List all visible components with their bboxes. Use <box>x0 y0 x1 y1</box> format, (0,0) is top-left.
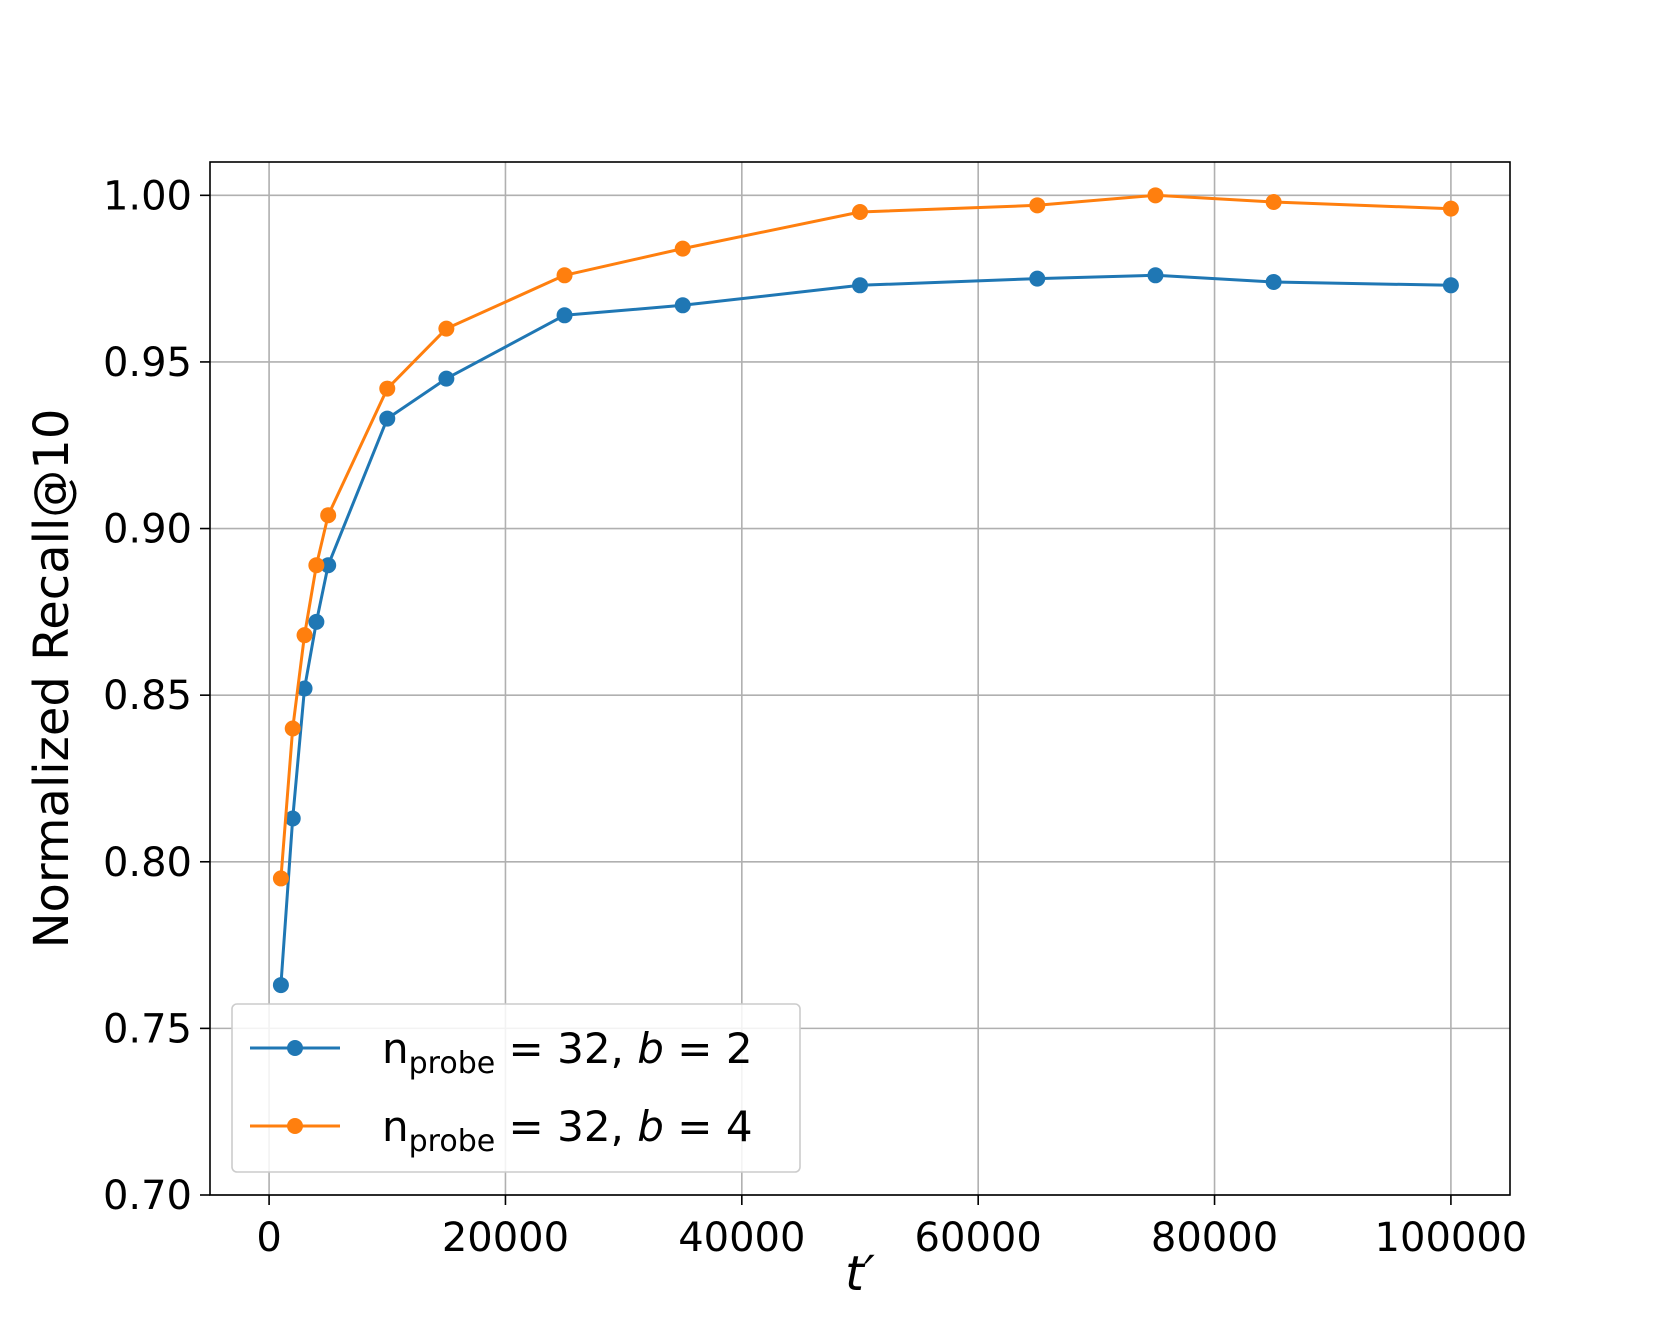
ticks: 0 20000 40000 60000 80000 100000 0.70 0.75 0.80 0… <box>103 173 1527 1261</box>
legend-label-part: = 2 <box>664 1024 753 1073</box>
data-point <box>556 307 573 324</box>
series-line <box>279 273 1451 986</box>
legend-marker <box>287 1040 303 1056</box>
legend-label-part: b <box>637 1024 664 1073</box>
legend-marker <box>287 1118 303 1134</box>
x-tick-label: 40000 <box>678 1215 805 1261</box>
data-point <box>1442 277 1459 294</box>
data-point <box>308 613 325 630</box>
data-point <box>296 680 313 697</box>
legend-label: nprobe = 32, b = 2 <box>382 1024 753 1081</box>
data-point <box>308 557 325 574</box>
x-tick-label: 0 <box>256 1215 281 1261</box>
series-layer <box>272 187 1459 994</box>
data-point <box>556 267 573 284</box>
legend-label-part: probe <box>409 1124 496 1159</box>
legend-label-part: n <box>382 1024 409 1073</box>
legend-label-part: = 4 <box>664 1102 753 1151</box>
legend-label-part: b <box>637 1102 664 1151</box>
legend-label: nprobe = 32, b = 4 <box>382 1102 753 1159</box>
data-point <box>852 203 868 220</box>
data-point <box>379 380 396 397</box>
legend-label-part: probe <box>409 1046 496 1081</box>
data-point <box>272 870 289 887</box>
data-point <box>1265 273 1282 290</box>
y-tick-label: 0.70 <box>103 1173 192 1219</box>
data-point <box>1029 197 1046 214</box>
legend-label-part: = 32, <box>495 1024 637 1073</box>
data-point <box>1147 187 1164 204</box>
legend-label-part: n <box>382 1102 409 1151</box>
plot-frame <box>209 161 1511 1196</box>
x-tick-label: 100000 <box>1375 1215 1528 1261</box>
y-tick-label: 0.75 <box>103 1006 192 1052</box>
data-point <box>1442 200 1459 217</box>
series-1 <box>272 267 1459 994</box>
data-point <box>320 507 337 524</box>
y-tick-label: 0.85 <box>103 673 192 719</box>
data-point <box>674 240 691 257</box>
x-tick-label: 20000 <box>442 1215 569 1261</box>
y-tick-label: 1.00 <box>103 173 192 219</box>
legend-label-part: = 32, <box>495 1102 637 1151</box>
y-tick-label: 0.90 <box>103 507 192 553</box>
legend-box <box>231 1003 801 1173</box>
data-point <box>379 410 396 427</box>
data-point <box>438 370 455 387</box>
series-line <box>279 193 1451 879</box>
data-point <box>1265 193 1282 210</box>
legend-item: nprobe = 32, b = 4 <box>250 1102 753 1159</box>
data-point <box>1029 270 1046 287</box>
x-tick-label: 60000 <box>915 1215 1042 1261</box>
y-axis-label: Normalized Recall@10 <box>24 409 80 949</box>
y-tick-label: 0.80 <box>103 840 192 886</box>
data-point <box>852 277 868 294</box>
x-tick-label: 80000 <box>1151 1215 1278 1261</box>
data-point <box>284 720 301 737</box>
legend-item: nprobe = 32, b = 2 <box>250 1024 753 1081</box>
data-point <box>320 557 337 574</box>
data-point <box>1147 267 1164 284</box>
y-tick-label: 0.95 <box>103 340 192 386</box>
data-point <box>674 297 691 314</box>
x-axis-label: t′ <box>845 1246 875 1302</box>
data-point <box>272 977 289 994</box>
data-point <box>296 627 313 644</box>
data-point <box>284 810 301 827</box>
data-point <box>438 320 455 337</box>
series-2 <box>272 187 1459 887</box>
